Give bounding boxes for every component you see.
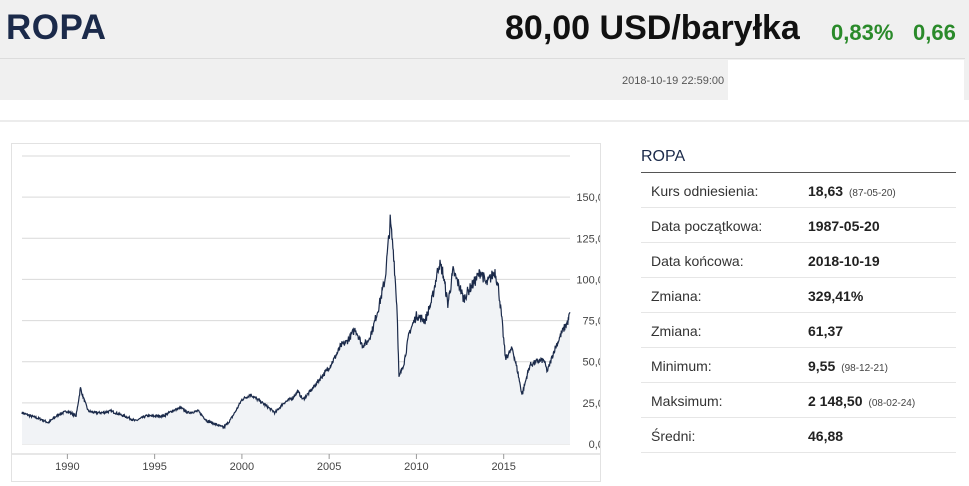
x-tick-label: 2015 xyxy=(491,461,515,473)
grid-layer xyxy=(12,155,600,459)
stat-label: Zmiana: xyxy=(651,288,702,304)
stat-value: 46,88 xyxy=(808,428,844,444)
stat-label: Minimum: xyxy=(651,358,712,374)
stat-row: Średni: 46,88 xyxy=(641,418,956,453)
price-line xyxy=(21,214,571,430)
last-price: 80,00 USD/baryłka xyxy=(505,9,800,47)
stat-label: Maksimum: xyxy=(651,393,723,409)
y-tick-label: 0,00 xyxy=(589,439,600,451)
stat-label: Data początkowa: xyxy=(651,218,763,234)
stat-value: 61,37 xyxy=(808,323,844,339)
stat-label: Data końcowa: xyxy=(651,253,744,269)
stat-note: (98-12-21) xyxy=(841,363,888,374)
instrument-name: ROPA xyxy=(6,8,107,47)
stat-note: (08-02-24) xyxy=(868,398,916,409)
stat-value: 9,55 (98-12-21) xyxy=(808,358,888,374)
stat-label: Średni: xyxy=(651,428,696,444)
price-chart[interactable]: 0,00 25,00 50,00 75,00 100,00 125,00 150,00 19… xyxy=(11,143,610,482)
stat-label: Kurs odniesienia: xyxy=(651,183,759,199)
stat-label: Zmiana: xyxy=(651,323,702,339)
x-tick-label: 2000 xyxy=(230,461,254,473)
stat-value: 2 148,50 (08-02-24) xyxy=(808,393,916,409)
stat-value: 18,63 (87-05-20) xyxy=(808,183,896,199)
stat-row: Data końcowa: 2018-10-19 xyxy=(641,243,956,278)
header-divider xyxy=(0,58,965,59)
stat-row: Zmiana: 329,41% xyxy=(641,278,956,313)
quote-timestamp: 2018-10-19 22:59:00 xyxy=(622,75,725,87)
y-axis-labels: 0,00 25,00 50,00 75,00 100,00 125,00 150,00 xyxy=(576,192,610,451)
x-tick-label: 1990 xyxy=(55,461,79,473)
stat-row: Minimum: 9,55 (98-12-21) xyxy=(641,348,956,383)
x-tick-label: 2005 xyxy=(317,461,341,473)
stat-value: 2018-10-19 xyxy=(808,253,880,269)
stat-row: Maksimum: 2 148,50 (08-02-24) xyxy=(641,383,956,418)
stat-row: Zmiana: 61,37 xyxy=(641,313,956,348)
x-tick-label: 1995 xyxy=(142,461,166,473)
y-tick-label: 50,00 xyxy=(582,357,600,369)
x-tick-label: 2010 xyxy=(404,461,428,473)
price-chart-svg[interactable]: 0,00 25,00 50,00 75,00 100,00 125,00 150,00 19… xyxy=(12,144,610,481)
stat-value: 329,41% xyxy=(808,288,864,304)
stats-title: ROPA xyxy=(641,143,956,173)
stats-panel: ROPA Kurs odniesienia: 18,63 (87-05-20) D… xyxy=(641,143,956,453)
stat-note: (87-05-20) xyxy=(849,188,896,199)
stat-row: Kurs odniesienia: 18,63 (87-05-20) xyxy=(641,173,956,208)
blank-area xyxy=(728,60,964,100)
x-axis-labels: 1990 1995 2000 2005 2010 2015 xyxy=(55,461,516,473)
change-absolute: 0,66 xyxy=(913,20,956,45)
quote-header: ROPA 80,00 USD/baryłka 0,83% 0,66 2018-1… xyxy=(0,0,969,100)
stat-value: 1987-05-20 xyxy=(808,218,880,234)
y-tick-label: 125,00 xyxy=(576,233,600,245)
price-area xyxy=(22,214,570,444)
y-tick-label: 150,00 xyxy=(576,192,600,204)
y-tick-label: 25,00 xyxy=(582,398,600,410)
y-tick-label: 100,00 xyxy=(576,274,600,286)
stat-row: Data początkowa: 1987-05-20 xyxy=(641,208,956,243)
change-percent: 0,83% xyxy=(831,20,894,45)
y-tick-label: 75,00 xyxy=(582,316,600,328)
header-shadow xyxy=(0,120,969,122)
